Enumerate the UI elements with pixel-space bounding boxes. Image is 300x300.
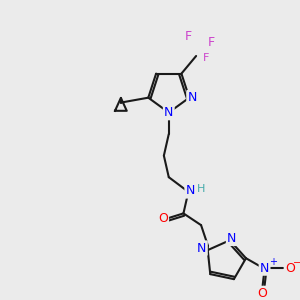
Text: F: F [185,30,192,43]
Text: F: F [203,53,209,63]
Text: H: H [197,184,205,194]
Text: F: F [208,36,215,49]
Text: N: N [186,184,195,197]
Text: N: N [188,91,197,104]
Text: N: N [164,106,173,119]
Text: −: − [293,258,300,268]
Text: O: O [258,287,268,300]
Text: O: O [158,212,168,225]
Text: +: + [269,257,278,267]
Text: N: N [260,262,269,275]
Text: N: N [227,232,236,245]
Text: N: N [197,242,207,255]
Text: O: O [285,262,295,275]
